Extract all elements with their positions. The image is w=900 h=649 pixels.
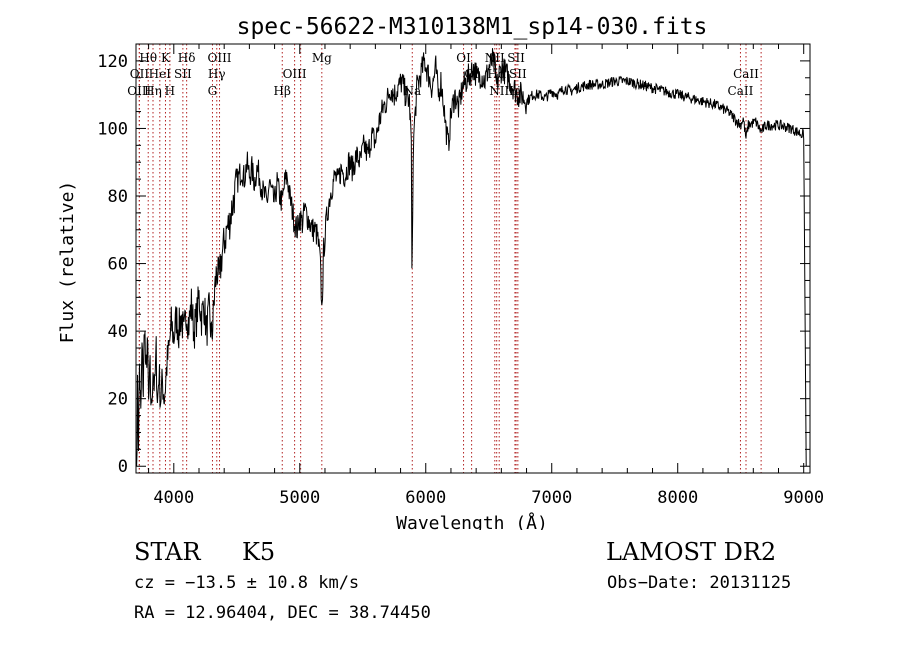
y-tick-label-1: 20 — [108, 390, 128, 410]
spectrum-chart: spec-56622-M310138M1_sp14-030.fits Hθ K Hδ… — [57, 14, 824, 534]
y-tick-label-2: 40 — [108, 322, 128, 342]
x-axis-label: Wavelength (Å) — [396, 512, 548, 530]
line-label-mid-2: SII — [174, 67, 192, 81]
y-tick-label-6: 120 — [97, 52, 128, 72]
plot-frame — [135, 43, 811, 474]
line-label-bot-8: CaII — [728, 84, 754, 98]
line-label-mid-8: CaII — [733, 67, 759, 81]
line-label-bot-4: Hβ — [274, 84, 291, 98]
coordinates-readout: RA = 12.96404, DEC = 38.74450 — [134, 603, 431, 623]
x-tick-label-4: 8000 — [657, 488, 698, 508]
chart-title: spec-56622-M310138M1_sp14-030.fits — [237, 14, 708, 40]
x-tick-label-1: 5000 — [279, 488, 320, 508]
y-tick-label-4: 80 — [108, 187, 128, 207]
line-label-mid-0: OII — [130, 67, 150, 81]
line-label-top-3: OIII — [207, 51, 231, 65]
line-label-bot-2: H — [165, 84, 175, 98]
redshift-readout: cz = −13.5 ± 10.8 km/s — [134, 573, 360, 593]
y-tick-label-3: 60 — [108, 255, 128, 275]
line-label-bot-0: OIII — [127, 84, 151, 98]
y-axis-label: Flux (relative) — [57, 181, 78, 344]
line-label-bot-1: Hη — [144, 84, 162, 98]
spectrum-line — [136, 48, 807, 467]
line-label-top-1: K — [161, 51, 171, 65]
object-subclass: K5 — [242, 538, 276, 566]
object-class: STAR — [134, 538, 201, 566]
line-label-top-5: OI — [456, 51, 471, 65]
axis-ticks: 4000 5000 6000 7000 8000 9000 0 20 40 60 80 100 120 — [97, 44, 824, 508]
x-tick-label-0: 4000 — [153, 488, 194, 508]
line-label-mid-7: SII — [509, 67, 527, 81]
x-tick-label-2: 6000 — [405, 488, 446, 508]
y-tick-label-5: 100 — [97, 119, 128, 139]
survey-name: LAMOST DR2 — [606, 538, 777, 566]
line-label-bot-3: G — [208, 84, 218, 98]
x-tick-label-5: 9000 — [783, 488, 824, 508]
y-tick-label-0: 0 — [118, 457, 128, 477]
line-label-top-7: SII — [507, 51, 525, 65]
line-label-bot-6: NII — [489, 84, 509, 98]
line-label-top-0: Hθ — [139, 51, 157, 65]
line-label-mid-4: OIII — [283, 67, 307, 81]
line-label-top-2: Hδ — [178, 51, 196, 65]
line-label-mid-3: Hγ — [208, 67, 226, 81]
x-tick-label-3: 7000 — [531, 488, 572, 508]
observation-date: Obs−Date: 20131125 — [607, 573, 792, 593]
line-label-top-4: Mg — [312, 51, 332, 65]
line-label-mid-1: HeI — [149, 67, 172, 81]
